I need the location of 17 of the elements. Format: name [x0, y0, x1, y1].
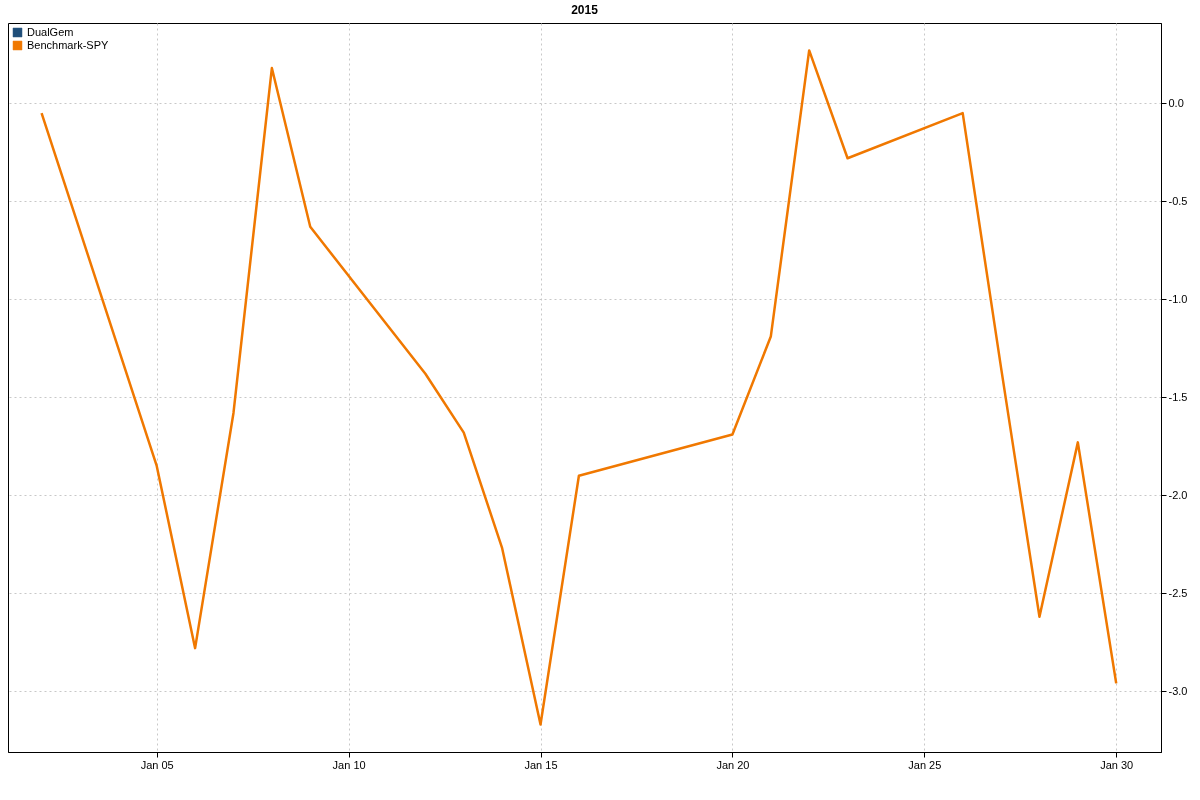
y-tick-label: -2.0 [1168, 488, 1188, 501]
line-series [40, 49, 1118, 726]
x-tick-label: Jan 10 [332, 758, 366, 771]
x-tick-label: Jan 05 [140, 758, 174, 771]
x-tick-label: Jan 30 [1100, 758, 1134, 771]
y-tick-label: -3.0 [1168, 684, 1188, 697]
x-tick-label: Jan 25 [908, 758, 942, 771]
legend-label: DualGem [27, 25, 74, 38]
y-tick-label: -1.5 [1168, 390, 1188, 403]
y-tick-label: -2.5 [1168, 586, 1188, 599]
y-tick-label: 0.0 [1168, 96, 1184, 109]
chart-title: 2015 [571, 3, 599, 17]
x-tick-label: Jan 15 [524, 758, 558, 771]
legend-label: Benchmark-SPY [27, 38, 109, 51]
y-tick-label: -0.5 [1168, 194, 1188, 207]
x-tick-label: Jan 20 [716, 758, 750, 771]
y-tick-label: -1.0 [1168, 292, 1188, 305]
